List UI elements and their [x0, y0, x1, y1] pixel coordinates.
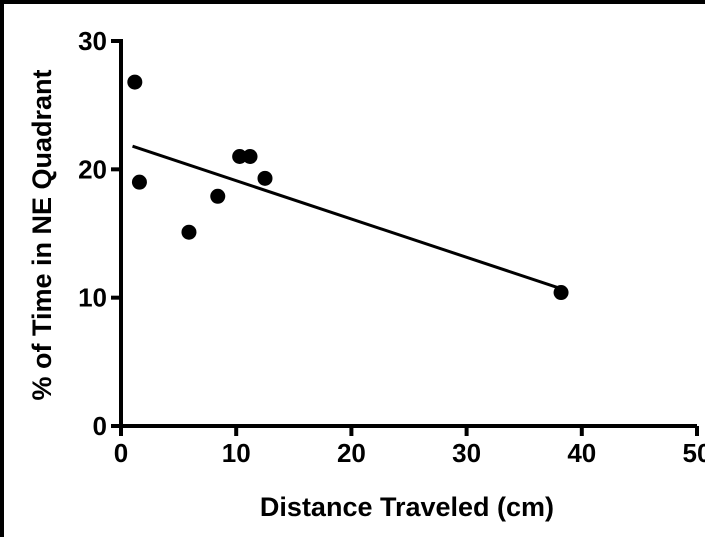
data-points [127, 74, 569, 301]
y-tick-label: 20 [78, 154, 107, 184]
data-point [131, 174, 147, 190]
axes: 0 10 20 30 0 10 20 30 40 50 [78, 26, 705, 468]
data-point [232, 149, 248, 164]
data-point [242, 149, 258, 164]
x-ticks: 0 10 20 30 40 50 [114, 426, 705, 468]
y-tick-label: 30 [78, 26, 107, 56]
x-axis-title: Distance Traveled (cm) [260, 492, 554, 522]
x-tick-label: 0 [114, 438, 128, 468]
y-ticks: 0 10 20 30 [78, 26, 121, 441]
x-tick-label: 40 [567, 438, 596, 468]
data-point [553, 285, 569, 301]
regression-line [132, 144, 562, 291]
y-tick-label: 10 [78, 283, 107, 313]
x-tick-label: 20 [337, 438, 366, 468]
data-point [127, 74, 143, 90]
y-tick-label: 0 [93, 411, 107, 441]
x-tick-label: 10 [222, 438, 251, 468]
fit-line [132, 144, 562, 291]
data-point [181, 224, 197, 240]
x-tick-label: 30 [452, 438, 481, 468]
data-point [210, 188, 226, 204]
y-axis-title: % of Time in NE Quadrant [27, 69, 57, 400]
x-tick-label: 50 [683, 438, 705, 468]
data-point [257, 170, 273, 186]
